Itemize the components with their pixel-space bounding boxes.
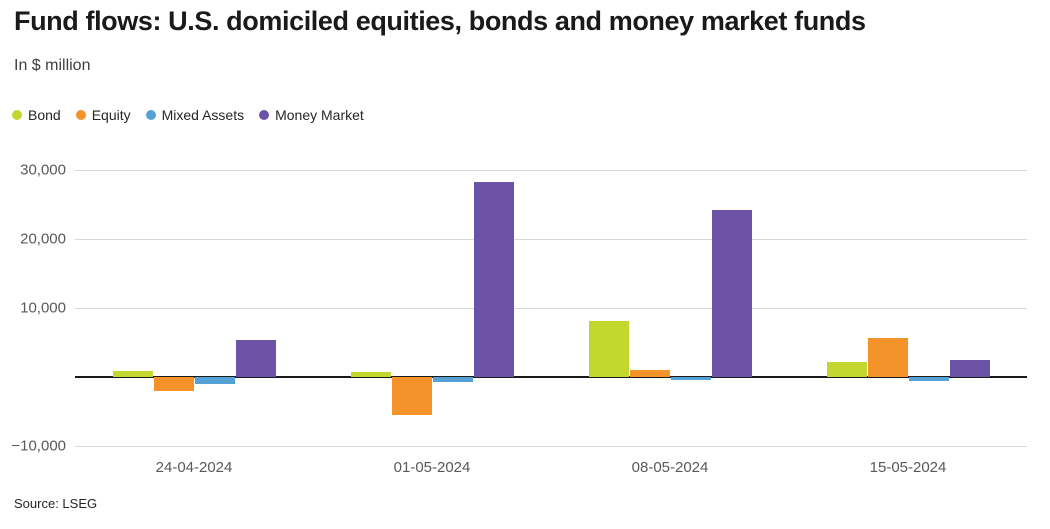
legend-label: Bond [28, 107, 61, 123]
x-tick-label: 01-05-2024 [393, 459, 471, 476]
legend-dot-icon [259, 110, 270, 120]
bar-mixed-assets-24-04-2024 [194, 377, 235, 384]
gridline [75, 308, 1027, 309]
legend-item-bond: Bond [12, 107, 61, 123]
bar-equity-15-05-2024 [867, 338, 908, 377]
legend-dot-icon [145, 110, 156, 120]
source-note: Source: LSEG [14, 496, 98, 511]
bar-equity-08-05-2024 [629, 370, 670, 377]
legend: Bond Equity Mixed Assets Money Market [12, 107, 364, 123]
y-axis: 30,000 20,000 10,000 −10,000 [0, 162, 66, 455]
bar-equity-24-04-2024 [153, 377, 194, 391]
bar-money-market-01-05-2024 [473, 182, 514, 377]
legend-item-mixed-assets: Mixed Assets [145, 107, 245, 123]
bar-bond-24-04-2024 [112, 371, 153, 377]
bar-mixed-assets-15-05-2024 [908, 377, 949, 382]
x-tick-label: 24-04-2024 [155, 459, 233, 476]
legend-label: Equity [91, 107, 131, 123]
y-tick-label: 10,000 [20, 299, 66, 317]
bar-money-market-15-05-2024 [949, 359, 990, 377]
plot-area: 24-04-2024 01-05-2024 08-05-2024 15-05-2024 [75, 170, 1027, 476]
y-tick-label: −10,000 [11, 437, 66, 455]
zero-baseline [75, 376, 1027, 378]
bar-bond-15-05-2024 [826, 361, 867, 377]
chart-title: Fund flows: U.S. domiciled equities, bon… [14, 6, 866, 36]
y-tick-label: 30,000 [20, 161, 66, 179]
legend-item-money-market: Money Market [259, 107, 364, 123]
bar-equity-01-05-2024 [391, 377, 432, 415]
bar-mixed-assets-01-05-2024 [432, 377, 473, 382]
bar-mixed-assets-08-05-2024 [670, 377, 711, 381]
bar-money-market-08-05-2024 [711, 210, 752, 377]
legend-dot-icon [75, 110, 86, 120]
gridline [75, 239, 1027, 240]
bar-bond-08-05-2024 [588, 321, 629, 377]
legend-label: Mixed Assets [161, 107, 245, 123]
legend-dot-icon [12, 110, 22, 120]
chart-subtitle: In $ million [14, 57, 91, 74]
gridline [75, 446, 1027, 447]
x-tick-label: 08-05-2024 [631, 459, 709, 476]
bar-bond-01-05-2024 [350, 372, 391, 377]
legend-item-equity: Equity [75, 107, 131, 123]
gridline [75, 170, 1027, 171]
bar-money-market-24-04-2024 [235, 339, 276, 377]
x-tick-label: 15-05-2024 [869, 459, 947, 476]
legend-label: Money Market [275, 107, 364, 123]
y-tick-label: 20,000 [20, 230, 66, 248]
